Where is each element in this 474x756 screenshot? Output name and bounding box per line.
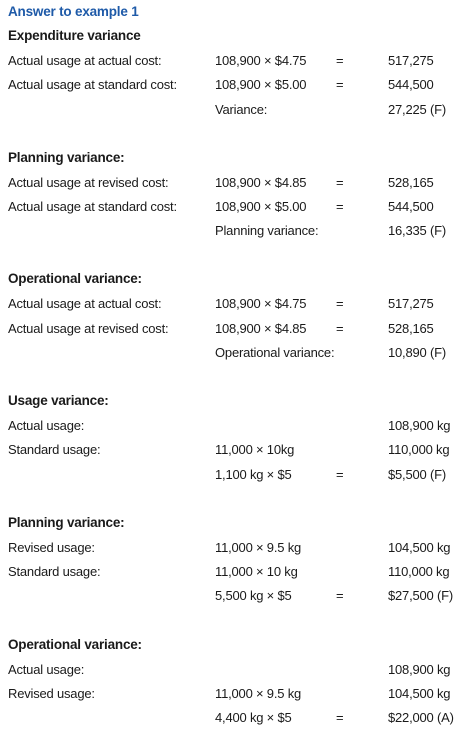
title: Answer to example 1: [8, 4, 139, 19]
cell-label: Revised usage:: [8, 685, 95, 701]
cell-calc: Variance:: [215, 101, 268, 117]
cell-eq: =: [336, 199, 344, 214]
cell-result: 104,500 kg: [388, 539, 451, 555]
cell-label: Standard usage:: [8, 442, 101, 458]
section-heading: Usage variance:: [8, 393, 109, 409]
cell-calc: Planning variance:: [215, 223, 319, 239]
cell-result: 10,890 (F): [388, 345, 446, 360]
cell-label: Actual usage at standard cost:: [8, 77, 177, 93]
section-heading: Expenditure variance: [8, 28, 141, 43]
cell-eq: =: [336, 588, 344, 604]
cell-result: $22,000 (A): [388, 710, 454, 726]
cell-result: 108,900 kg: [388, 418, 451, 434]
cell-label: Actual usage at actual cost:: [8, 296, 162, 312]
section-heading: Planning variance:: [8, 514, 125, 530]
cell-result: 104,500 kg: [388, 685, 451, 701]
cell-result: 108,900 kg: [388, 661, 451, 677]
cell-calc: 108,900 × $4.75: [215, 296, 307, 312]
cell-calc: 108,900 × $4.75: [215, 53, 307, 68]
cell-result: $27,500 (F): [388, 588, 454, 604]
cell-result: 544,500: [388, 77, 434, 93]
cell-result: 110,000 kg: [388, 564, 450, 580]
cell-calc: 5,500 kg × $5: [215, 588, 292, 604]
cell-label: Actual usage at standard cost:: [8, 199, 177, 214]
cell-eq: =: [336, 710, 344, 726]
cell-result: 528,165: [388, 320, 434, 336]
cell-eq: =: [336, 53, 344, 68]
cell-calc: 108,900 × $4.85: [215, 174, 307, 190]
cell-label: Actual usage at revised cost:: [8, 320, 169, 336]
cell-result: 528,165: [388, 174, 434, 190]
cell-calc: 108,900 × $4.85: [215, 320, 307, 336]
cell-label: Actual usage:: [8, 661, 85, 677]
section-heading: Operational variance:: [8, 271, 142, 287]
cell-calc: 11,000 × 9.5 kg: [215, 685, 302, 701]
cell-result: 517,275: [388, 53, 434, 68]
cell-calc: 11,000 × 9.5 kg: [215, 539, 302, 555]
cell-label: Actual usage:: [8, 418, 85, 434]
cell-eq: =: [336, 174, 344, 190]
cell-calc: 4,400 kg × $5: [215, 710, 292, 726]
cell-result: 544,500: [388, 199, 434, 214]
cell-label: Actual usage at revised cost:: [8, 174, 169, 190]
cell-calc: Operational variance:: [215, 345, 335, 360]
cell-calc: 108,900 × $5.00: [215, 199, 307, 214]
cell-label: Revised usage:: [8, 539, 95, 555]
cell-calc: 108,900 × $5.00: [215, 77, 307, 93]
cell-result: $5,500 (F): [388, 466, 446, 482]
cell-calc: 1,100 kg × $5: [215, 466, 292, 482]
cell-result: 27,225 (F): [388, 101, 446, 117]
section-heading: Planning variance:: [8, 149, 125, 165]
cell-label: Actual usage at actual cost:: [8, 53, 162, 68]
section-heading: Operational variance:: [8, 636, 142, 652]
cell-calc: 11,000 × 10kg: [215, 442, 295, 458]
cell-eq: =: [336, 77, 344, 93]
cell-calc: 11,000 × 10 kg: [215, 564, 298, 580]
cell-result: 110,000 kg: [388, 442, 450, 458]
cell-eq: =: [336, 320, 344, 336]
cell-eq: =: [336, 466, 344, 482]
cell-eq: =: [336, 296, 344, 312]
cell-result: 517,275: [388, 296, 434, 312]
cell-result: 16,335 (F): [388, 223, 446, 239]
cell-label: Standard usage:: [8, 564, 101, 580]
